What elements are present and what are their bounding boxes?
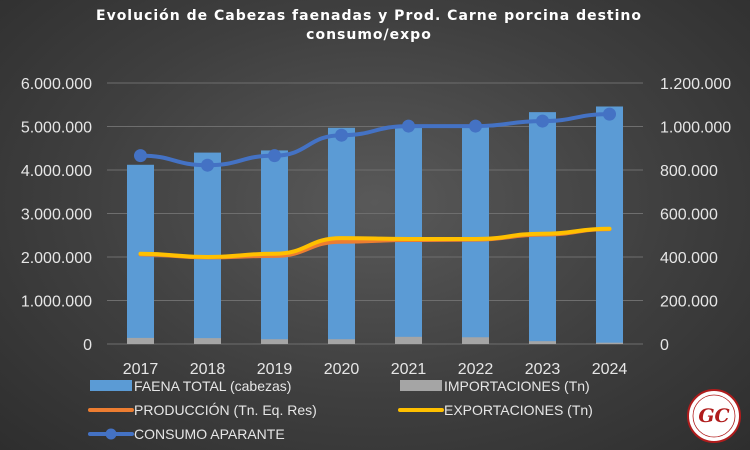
bar (328, 339, 355, 344)
line-point (134, 149, 147, 163)
x-tick-label: 2021 (391, 361, 427, 378)
line-point (536, 114, 549, 128)
line-point (335, 128, 348, 142)
x-tick-label: 2022 (458, 361, 494, 378)
line-point (469, 119, 482, 133)
left-tick-label: 2.000.000 (21, 250, 92, 267)
right-tick-label: 1.000.000 (660, 120, 731, 137)
logo-inner-ring (692, 394, 736, 438)
legend-swatch (400, 380, 442, 391)
left-tick-label: 3.000.000 (21, 207, 92, 224)
bar (194, 152, 221, 344)
bar-series (127, 106, 623, 345)
line-point (603, 107, 616, 121)
right-tick-label: 400.000 (660, 250, 718, 267)
right-tick-label: 1.200.000 (660, 76, 731, 93)
chart-title: Evolución de Cabezas faenadas y Prod. Ca… (96, 8, 642, 43)
legend-marker (105, 428, 117, 440)
chart-title-line-1: Evolución de Cabezas faenadas y Prod. Ca… (96, 8, 642, 24)
left-tick-label: 5.000.000 (21, 120, 92, 137)
bar (529, 341, 556, 344)
right-axis-tick-labels: 0 200.000 400.000 600.000 800.000 1.000.000 1.… (660, 76, 731, 354)
gc-logo: GC (687, 389, 741, 443)
gridlines (107, 82, 643, 345)
bar (529, 112, 556, 345)
line-point (268, 149, 281, 163)
chart-title-line-2: consumo/expo (306, 27, 432, 43)
series-line (138, 112, 612, 168)
x-tick-label: 2023 (525, 361, 561, 378)
bar (127, 337, 154, 344)
bar (462, 337, 489, 344)
legend-swatch (90, 380, 132, 391)
x-axis-tick-labels: 2017 2018 2019 2020 2021 2022 2023 2024 (123, 361, 628, 378)
bar (596, 106, 623, 345)
bar (462, 126, 489, 344)
bar (194, 338, 221, 344)
x-tick-label: 2024 (592, 361, 628, 378)
right-tick-label: 600.000 (660, 207, 718, 224)
logo-text: GC (698, 405, 729, 427)
left-axis-tick-labels: 0 1.000.000 2.000.000 3.000.000 4.000.000 5.0… (21, 76, 92, 354)
bar (395, 336, 422, 344)
line-point (402, 119, 415, 133)
legend-label: CONSUMO APARANTE (134, 426, 285, 442)
left-tick-label: 0 (83, 337, 92, 354)
bar (261, 150, 288, 344)
line-series (134, 107, 616, 260)
legend-label: FAENA TOTAL (cabezas) (134, 378, 291, 394)
bar (328, 127, 355, 345)
legend-label: PRODUCCIÓN (Tn. Eq. Res) (134, 402, 317, 418)
logo-badge (687, 389, 741, 443)
x-tick-label: 2020 (324, 361, 360, 378)
right-tick-label: 0 (660, 337, 669, 354)
x-tick-label: 2017 (123, 361, 159, 378)
left-tick-label: 4.000.000 (21, 163, 92, 180)
left-tick-label: 6.000.000 (21, 76, 92, 93)
x-tick-label: 2018 (190, 361, 226, 378)
legend-label: EXPORTACIONES (Tn) (444, 402, 593, 418)
right-tick-label: 800.000 (660, 163, 718, 180)
line-point (201, 158, 214, 172)
bar (261, 339, 288, 344)
legend-label: IMPORTACIONES (Tn) (444, 378, 590, 394)
bar (395, 126, 422, 344)
legend: FAENA TOTAL (cabezas) IMPORTACIONES (Tn) P… (88, 378, 593, 442)
bar (596, 342, 623, 344)
right-tick-label: 200.000 (660, 294, 718, 311)
left-tick-label: 1.000.000 (21, 294, 92, 311)
x-tick-label: 2019 (257, 361, 293, 378)
series-line (138, 226, 612, 259)
